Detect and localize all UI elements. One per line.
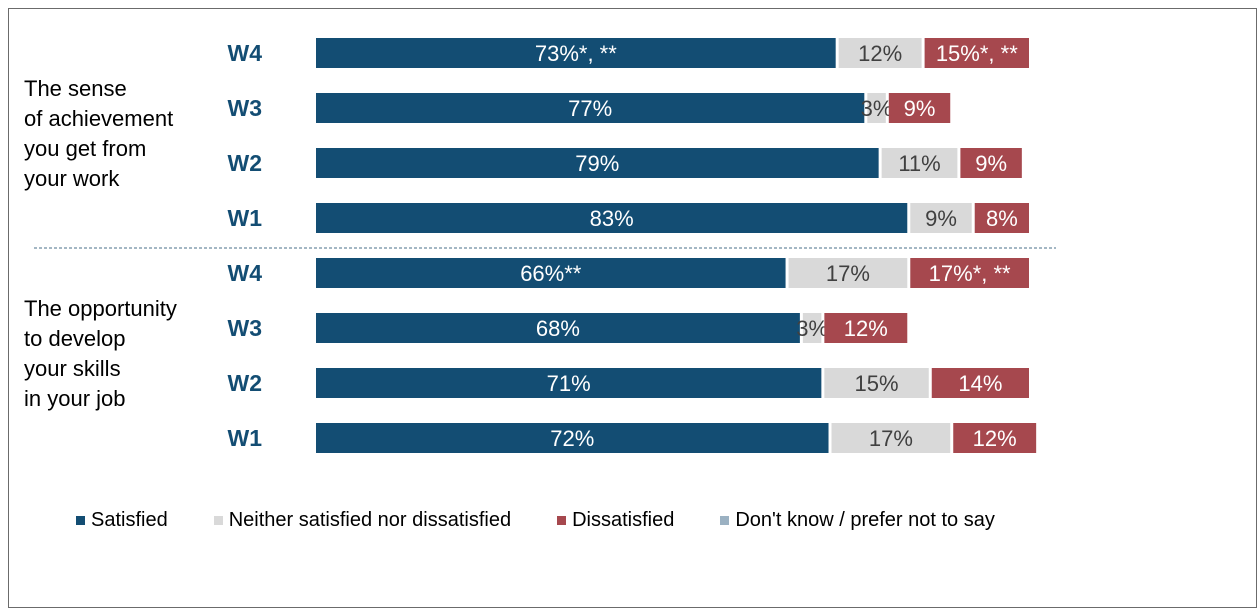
bar-segment-satisfied (316, 258, 786, 288)
legend: Satisfied Neither satisfied nor dissatis… (76, 506, 1041, 534)
wave-label: W1 (228, 205, 263, 231)
data-label-dissatisfied: 9% (904, 96, 936, 121)
bar-segment-neither (831, 423, 951, 453)
bar-segment-satisfied (316, 368, 822, 398)
legend-swatch-satisfied (76, 515, 85, 525)
legend-item-neither: Neither satisfied nor dissatisfied (213, 508, 512, 532)
data-label-satisfied: 66%** (520, 261, 582, 286)
data-label-satisfied: 79% (575, 151, 619, 176)
data-label-neither: 3% (796, 316, 828, 341)
bar-segment-satisfied (316, 203, 908, 233)
bar-segment-satisfied (316, 313, 800, 343)
legend-swatch-dissatisfied (557, 515, 567, 525)
bar-segment-neither (824, 368, 929, 398)
data-label-satisfied: 68% (536, 316, 580, 341)
data-label-satisfied: 73%*, ** (535, 41, 617, 66)
bar-segment-neither (881, 148, 958, 178)
group-label-achievement: The sense of achievement you get from yo… (24, 76, 174, 191)
bar-segment-dissatisfied (824, 313, 908, 343)
bar-segment-dissatisfied (888, 93, 951, 123)
legend-label-dont-know: Don't know / prefer not to say (735, 508, 995, 531)
data-label-dissatisfied: 9% (975, 151, 1007, 176)
bar-segment-neither (838, 38, 922, 68)
data-label-dissatisfied: 14% (958, 371, 1002, 396)
bar-segment-satisfied (316, 38, 836, 68)
wave-label: W1 (228, 425, 263, 451)
legend-label-neither: Neither satisfied nor dissatisfied (228, 508, 512, 531)
bar-segment-neither (910, 203, 972, 233)
data-label-satisfied: 83% (590, 206, 634, 231)
legend-item-dont-know: Don't know / prefer not to say (720, 509, 995, 532)
bar-segment-dissatisfied (953, 423, 1037, 453)
data-label-neither: 17% (869, 426, 913, 451)
data-label-dissatisfied: 17%*, ** (929, 261, 1011, 286)
data-label-neither: 12% (858, 41, 902, 66)
wave-label: W4 (228, 260, 263, 286)
bar-segment-dissatisfied (974, 203, 1029, 233)
data-label-neither: 17% (826, 261, 870, 286)
data-label-neither: 15% (855, 371, 899, 396)
legend-label-satisfied: Satisfied (91, 508, 168, 531)
data-label-dissatisfied: 15%*, ** (936, 41, 1018, 66)
data-label-neither: 3% (861, 96, 893, 121)
wave-label: W3 (228, 95, 263, 121)
bar-segment-satisfied (316, 423, 829, 453)
data-label-satisfied: 72% (550, 426, 594, 451)
bar-segment-dissatisfied (960, 148, 1022, 178)
data-label-dissatisfied: 12% (844, 316, 888, 341)
legend-swatch-neither (213, 515, 223, 525)
data-label-dissatisfied: 12% (973, 426, 1017, 451)
wave-label: W2 (228, 150, 263, 176)
data-label-satisfied: 71% (547, 371, 591, 396)
data-label-neither: 9% (925, 206, 957, 231)
legend-item-satisfied: Satisfied (76, 509, 168, 532)
wave-label: W3 (228, 315, 263, 341)
bar-segment-dissatisfied (924, 38, 1029, 68)
bar-segment-satisfied (316, 148, 879, 178)
data-label-neither: 11% (898, 151, 940, 176)
bar-segment-neither (788, 258, 908, 288)
wave-label: W2 (228, 370, 263, 396)
wave-label: W4 (228, 40, 263, 66)
legend-swatch-dont-know (720, 515, 730, 525)
legend-item-dissatisfied: Dissatisfied (557, 509, 674, 532)
stacked-bar-chart: W4 73%*, ** 12% 15%*, ** W3 77% 3% 9% W2 79% 11% 9%… (34, 38, 1056, 453)
data-label-dissatisfied: 8% (986, 206, 1018, 231)
bar-segment-neither (867, 93, 886, 123)
data-label-satisfied: 77% (568, 96, 612, 121)
bar-segment-dissatisfied (931, 368, 1029, 398)
bar-segment-dissatisfied (910, 258, 1029, 288)
bar-segment-satisfied (316, 93, 865, 123)
group-label-skills: The opportunity to develop your skills i… (24, 296, 177, 411)
legend-label-dissatisfied: Dissatisfied (572, 508, 675, 531)
bar-segment-neither (802, 313, 822, 343)
